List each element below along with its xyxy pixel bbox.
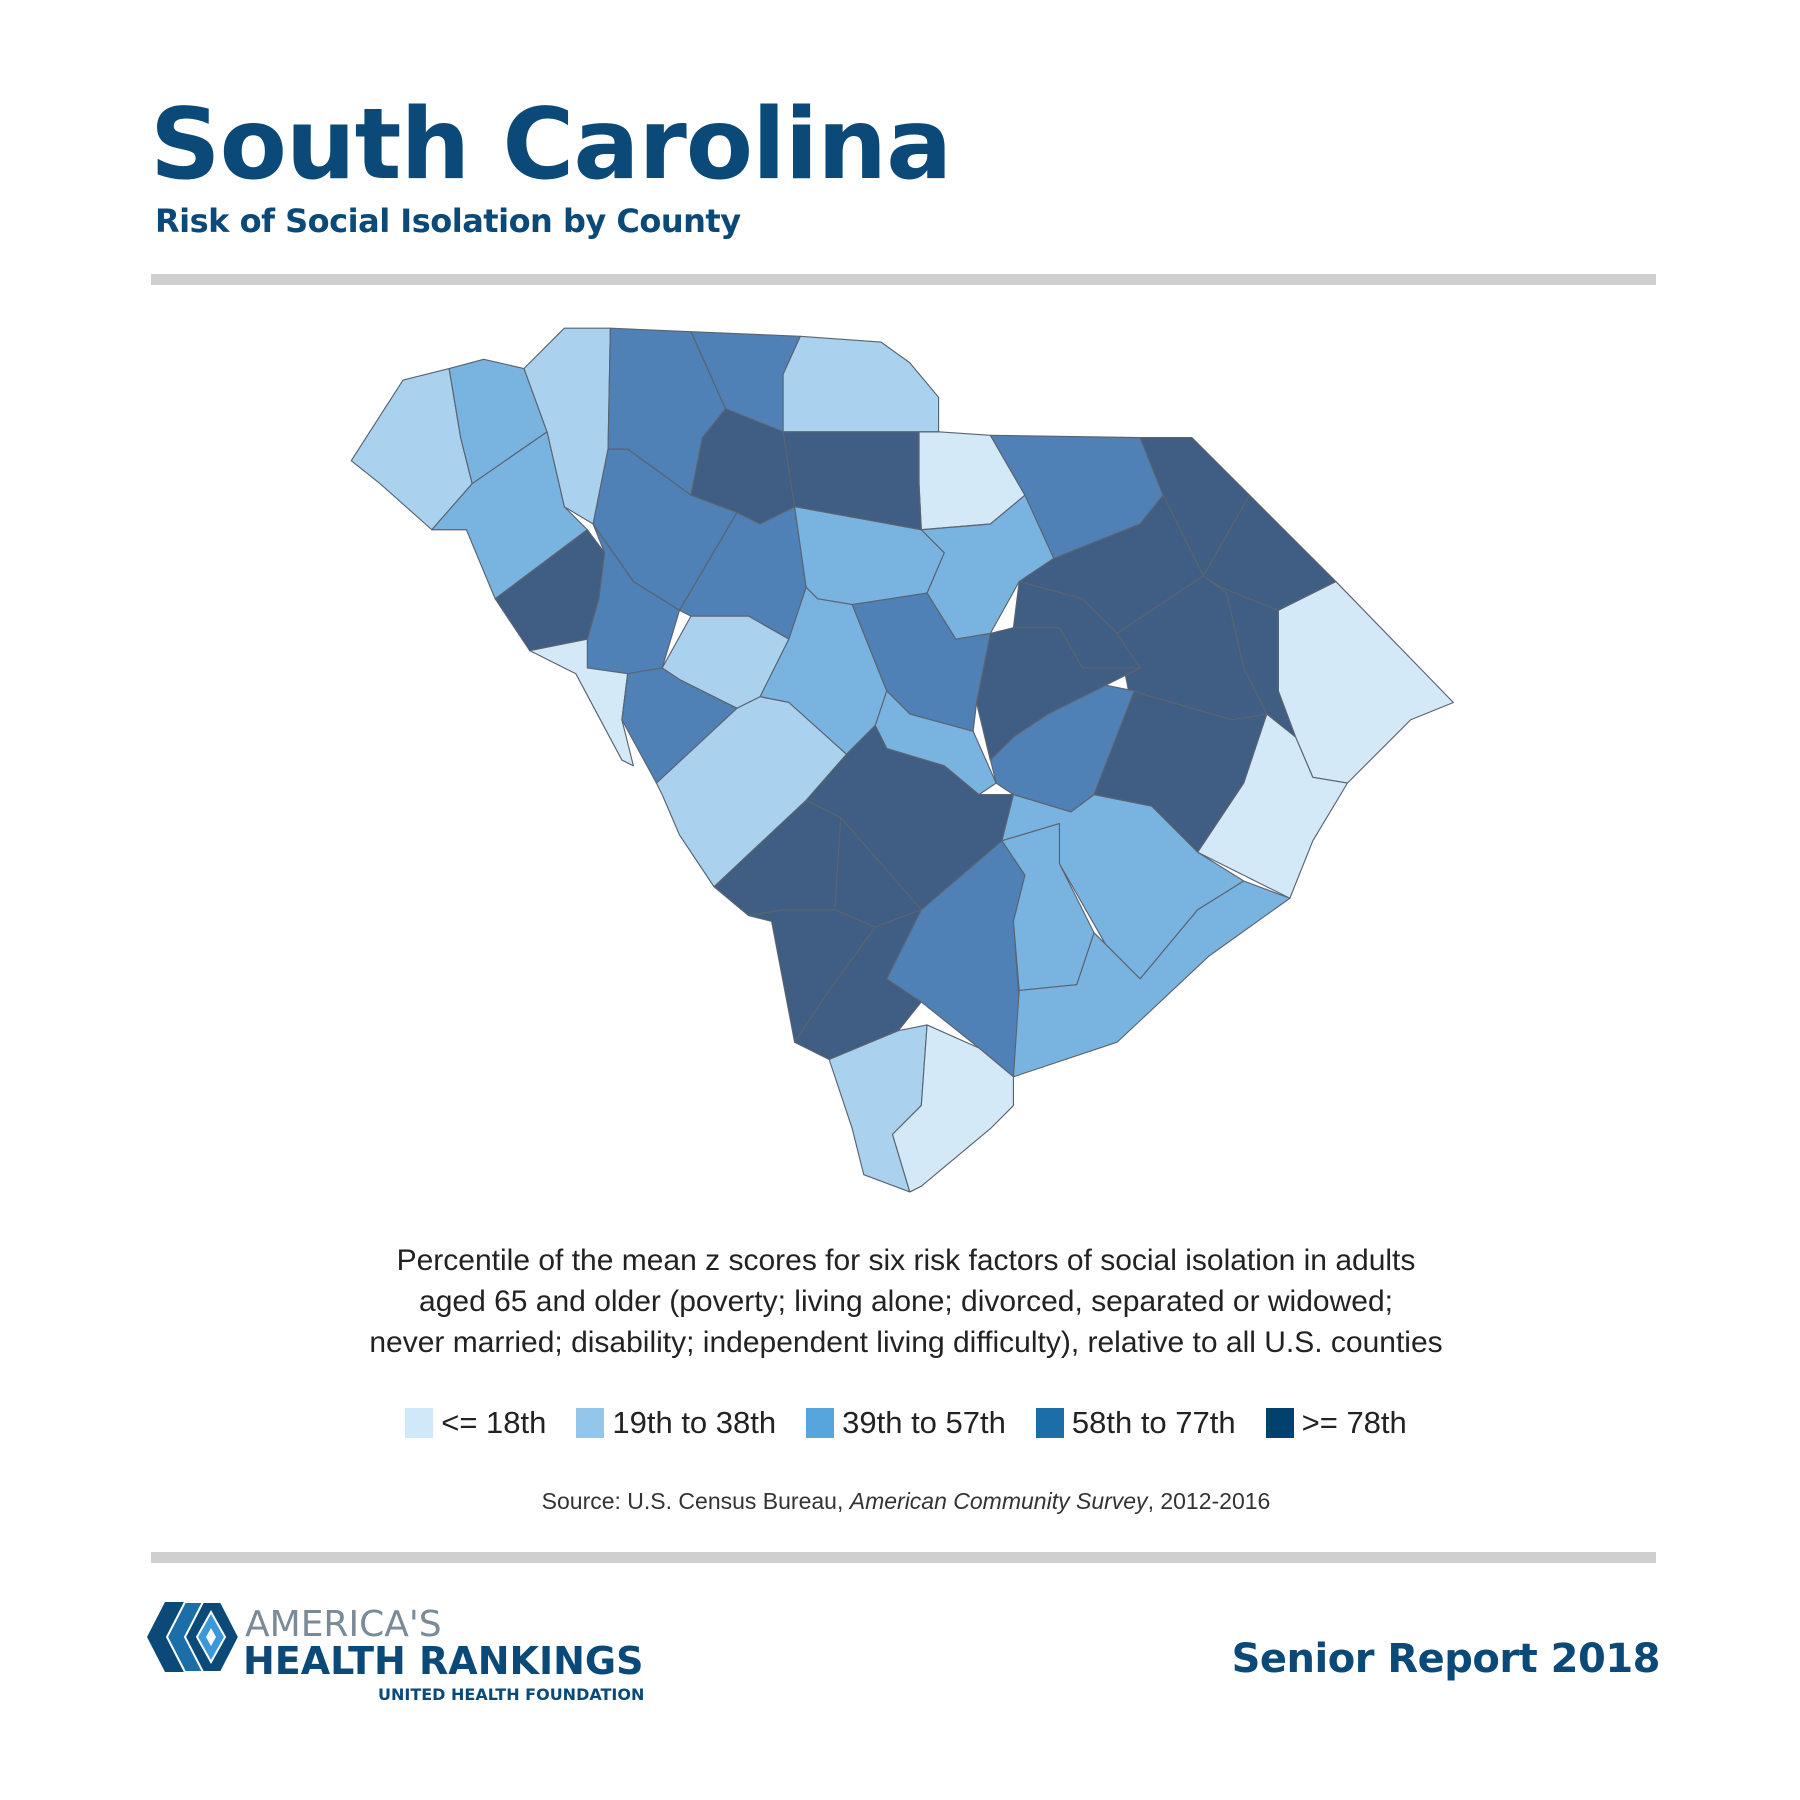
legend-label: >= 78th	[1301, 1405, 1407, 1440]
county-york	[782, 335, 940, 433]
americas-health-rankings-logo: AMERICA'S HEALTH RANKINGS UNITED HEALTH …	[147, 1601, 644, 1704]
county-georgetown	[1197, 713, 1348, 899]
legend-item: <= 18th	[405, 1405, 546, 1441]
description-line: never married; disability; independent l…	[369, 1326, 1443, 1359]
county-kershaw	[920, 494, 1055, 640]
logo-line1: AMERICA'S	[245, 1604, 442, 1645]
top-divider	[151, 274, 1656, 285]
page-title: South Carolina	[150, 88, 952, 202]
source-note: Source: U.S. Census Bureau, American Com…	[0, 1488, 1800, 1515]
county-beaufort	[891, 1024, 1015, 1193]
legend-swatch	[806, 1408, 835, 1438]
legend-label: <= 18th	[441, 1405, 547, 1440]
source-prefix: Source: U.S. Census Bureau,	[541, 1488, 850, 1514]
report-name: Senior Report 2018	[1231, 1636, 1661, 1682]
legend-label: 58th to 77th	[1071, 1405, 1236, 1440]
legend-label: 19th to 38th	[612, 1405, 777, 1440]
legend-item: 39th to 57th	[806, 1405, 1006, 1441]
logo-line3: UNITED HEALTH FOUNDATION	[378, 1685, 644, 1704]
county-chester	[782, 431, 922, 531]
legend-item: 19th to 38th	[576, 1405, 776, 1441]
source-title: American Community Survey	[849, 1488, 1148, 1514]
bottom-divider	[151, 1552, 1656, 1563]
description-line: aged 65 and older (poverty; living alone…	[419, 1285, 1393, 1318]
description-line: Percentile of the mean z scores for six …	[396, 1244, 1416, 1277]
county-charleston	[1012, 880, 1291, 1078]
county-horry	[1277, 580, 1454, 784]
legend-swatch	[1035, 1408, 1064, 1438]
legend-swatch	[1265, 1408, 1294, 1438]
legend-swatch	[405, 1408, 434, 1438]
legend-label: 39th to 57th	[842, 1405, 1006, 1440]
page-subtitle: Risk of Social Isolation by County	[155, 202, 741, 240]
legend-swatch	[576, 1408, 605, 1438]
source-suffix: , 2012-2016	[1147, 1488, 1271, 1514]
logo-line2: HEALTH RANKINGS	[243, 1639, 643, 1683]
map-description: Percentile of the mean z scores for six …	[200, 1240, 1612, 1363]
legend: <= 18th 19th to 38th 39th to 57th 58th t…	[0, 1405, 1800, 1441]
legend-item: 58th to 77th	[1035, 1405, 1236, 1441]
logo-mark-icon	[147, 1601, 241, 1673]
legend-item: >= 78th	[1265, 1405, 1407, 1441]
